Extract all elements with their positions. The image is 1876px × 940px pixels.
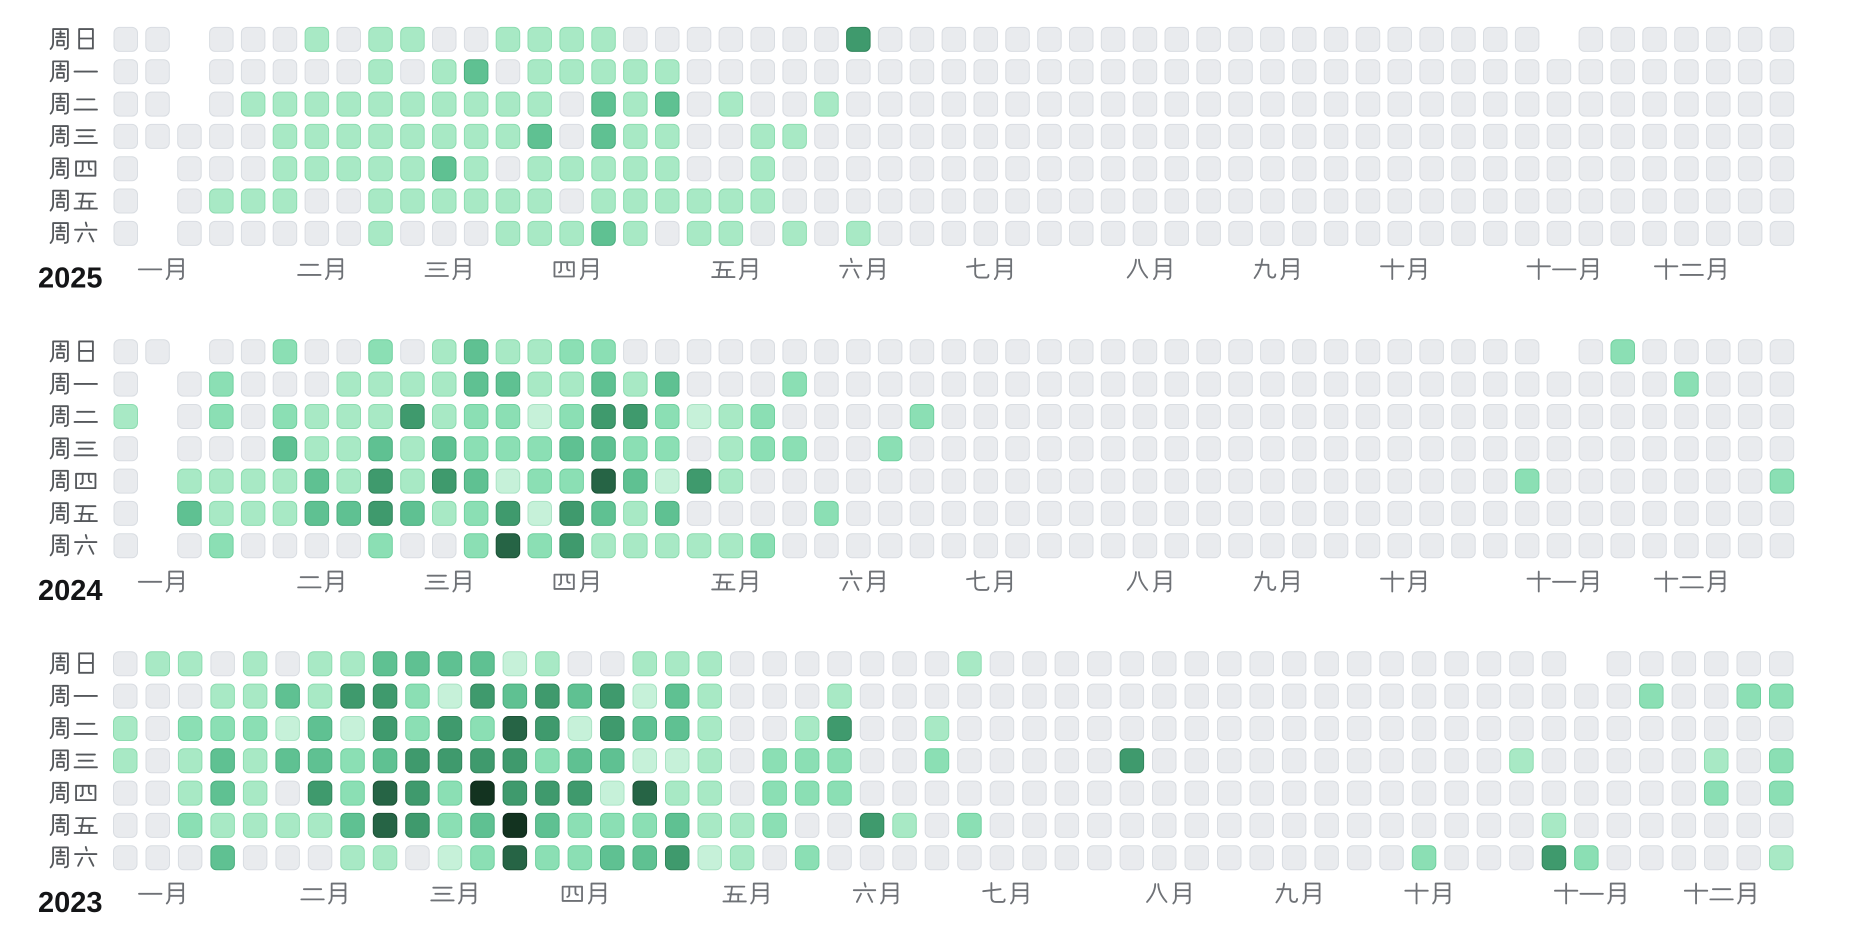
- svg-text:2025: 2025: [38, 262, 103, 294]
- svg-text:2023: 2023: [38, 887, 103, 919]
- svg-text:2024: 2024: [38, 575, 103, 607]
